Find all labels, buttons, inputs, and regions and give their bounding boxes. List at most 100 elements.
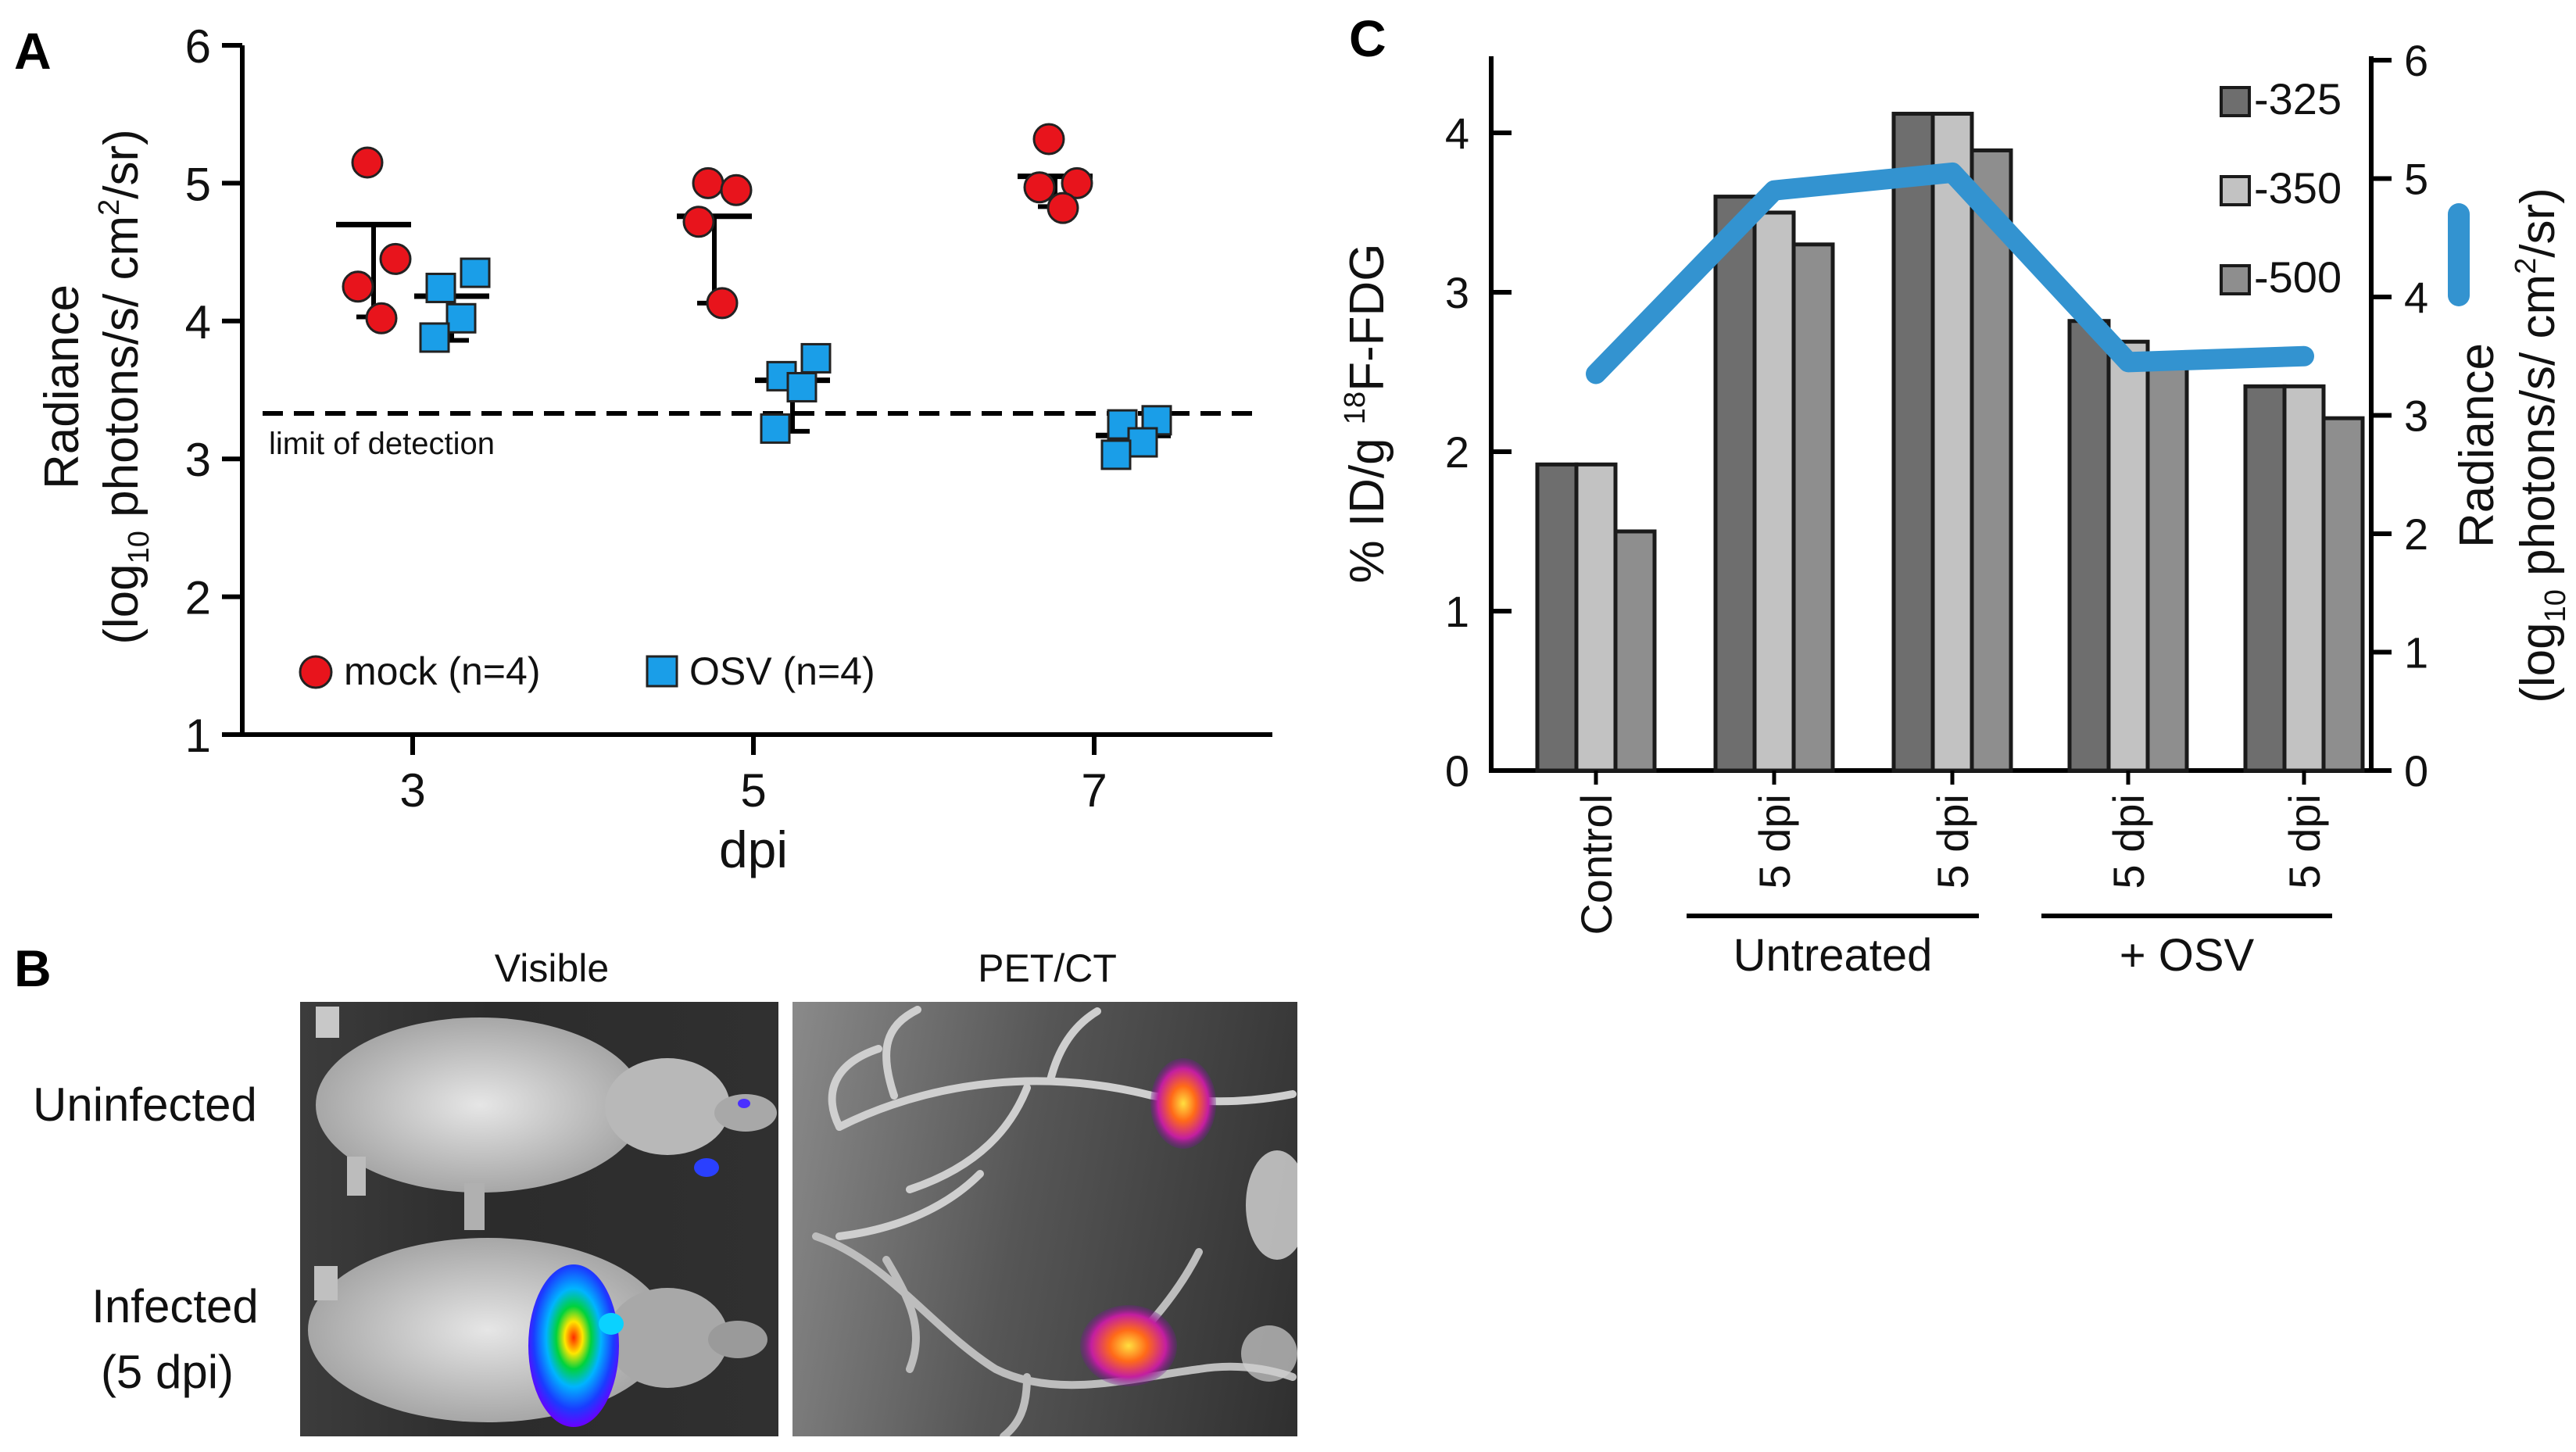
legend-swatch: [2220, 86, 2251, 117]
panel-c-left-tick-label: 0: [1445, 746, 1469, 796]
category-label: 5 dpi: [1928, 794, 1977, 889]
category-label: 5 dpi: [2104, 794, 2153, 889]
panel-c-right-tick-label: 3: [2404, 392, 2428, 441]
panel-c-right-tick-label: 4: [2404, 273, 2428, 322]
visible-image: [300, 1002, 778, 1436]
panel-c-y2-label-line1: Radiance: [2450, 343, 2504, 548]
mock-point: [720, 173, 753, 206]
osv-point: [760, 413, 791, 444]
category-label-group: Control: [1572, 794, 1621, 935]
mock-point: [692, 166, 724, 199]
panel-c-category-labels: Control 5 dpi 5 dpi 5 dpi 5 dpi: [1572, 771, 2329, 935]
osv-group-label: + OSV: [2120, 930, 2255, 981]
mock-point: [351, 146, 384, 179]
svg-text:% ID/g 18F-FDG: % ID/g 18F-FDG: [1339, 244, 1394, 584]
panel-c-left-ticks: 0 1 2 3 4: [1445, 109, 1512, 796]
pet-signal-infected: [1080, 1305, 1177, 1386]
panel-c-right-tick-label: 6: [2404, 36, 2428, 85]
bar-neg350: [1574, 462, 1618, 773]
radiance-line: [1586, 162, 2314, 384]
bar-neg500: [2145, 360, 2189, 773]
bar-neg350: [2282, 384, 2326, 773]
panel-a-y-tick-label: 5: [185, 158, 211, 210]
bar-neg500: [2321, 416, 2365, 773]
panel-a-y-tick-label: 3: [185, 434, 211, 486]
panel-a-y-label: Radiance (log10 photons/s/ cm2/sr): [35, 129, 156, 645]
column-label-visible: Visible: [495, 946, 609, 990]
panel-c-group-osv: + OSV: [2041, 914, 2332, 981]
row-label-infected: Infected: [91, 1280, 259, 1332]
mock-point: [1023, 171, 1056, 204]
osv-point: [419, 322, 450, 353]
panel-c-left-tick-label: 1: [1445, 587, 1469, 636]
bar-neg350: [1752, 210, 1796, 773]
panel-a-x-tick-label: 7: [1081, 764, 1107, 817]
category-label: 5 dpi: [1750, 794, 1799, 889]
legend-label: -350: [2254, 163, 2342, 213]
untreated-label: Untreated: [1733, 930, 1933, 981]
mouse-uninfected-visible: [316, 1007, 777, 1230]
skeleton-infected: [812, 1232, 1297, 1436]
panel-a-y-label-line1: Radiance: [35, 284, 89, 489]
legend-mock-marker: [299, 655, 333, 689]
bar-neg500: [1970, 148, 2013, 773]
panel-a-x-tick-label: 5: [740, 764, 766, 817]
panel-c-left-tick-label: 2: [1445, 427, 1469, 477]
panel-a-y-tick-label: 2: [185, 572, 211, 624]
panel-a-y-ticks: 1 2 3 4 5 6: [185, 20, 242, 762]
panel-c-right-tick-label: 1: [2404, 628, 2428, 678]
panel-c-left-tick-label: 3: [1445, 268, 1469, 317]
mock-point: [342, 270, 374, 303]
mock-point: [1061, 166, 1093, 199]
bar-neg350: [2106, 339, 2150, 773]
panel-c-legend: -325 -350 -500: [2220, 74, 2342, 302]
legend-swatch: [2220, 175, 2251, 206]
panel-c-right-tick-label: 5: [2404, 155, 2428, 204]
panel-b-label: B: [14, 939, 52, 997]
mock-point: [682, 206, 715, 238]
legend-osv-marker: [646, 655, 678, 688]
panel-a-legend: mock (n=4) OSV (n=4): [299, 649, 875, 693]
panel-a-y-label-line2: (log10 photons/s/ cm2/sr): [93, 129, 156, 645]
panel-a-axes: [240, 45, 1272, 737]
panel-a-x-tick-label: 3: [399, 764, 425, 817]
bar-neg325: [2243, 384, 2287, 773]
mock-point: [706, 287, 739, 320]
limit-of-detection-label: limit of detection: [269, 427, 495, 461]
panel-c-left-tick-label: 4: [1445, 109, 1469, 158]
panel-c-right-ticks: 0 1 2 3 4 5 6: [2371, 36, 2428, 796]
panel-c-group-untreated: Untreated: [1687, 914, 1979, 981]
panel-a-x-label: dpi: [719, 821, 788, 878]
mock-point: [365, 302, 398, 334]
osv-point: [786, 371, 818, 402]
legend-mock-label: mock (n=4): [344, 649, 540, 693]
osv-point: [425, 272, 456, 303]
column-label-petct: PET/CT: [978, 946, 1117, 990]
row-label-uninfected: Uninfected: [33, 1078, 257, 1131]
osv-point: [460, 257, 491, 288]
mock-point: [379, 242, 412, 275]
panel-c-y2-label-line2: (log10 photons/s/ cm2/sr): [2510, 188, 2572, 703]
category-label: 5 dpi: [2280, 794, 2329, 889]
legend-osv-label: OSV (n=4): [689, 649, 875, 693]
bar-neg325: [1713, 195, 1757, 773]
osv-point: [1100, 439, 1132, 470]
category-label-group: 5 dpi: [1750, 794, 1799, 889]
panel-c-label: C: [1349, 9, 1386, 67]
mock-point: [1046, 191, 1079, 224]
osv-point: [800, 342, 832, 374]
bar-neg500: [1791, 242, 1835, 773]
panel-c-right-tick-label: 0: [2404, 746, 2428, 796]
panel-a-y-tick-label: 4: [185, 296, 211, 349]
row-label-infected-time: (5 dpi): [101, 1346, 234, 1398]
legend-label: -325: [2254, 74, 2342, 123]
pet-signal-uninfected: [1150, 1058, 1216, 1149]
mouse-infected-visible: [308, 1238, 767, 1427]
panel-c-right-tick-label: 2: [2404, 510, 2428, 559]
osv-point: [445, 302, 477, 334]
bar-neg325: [1535, 462, 1579, 773]
petct-image: [792, 1002, 1297, 1436]
mock-point: [1032, 123, 1065, 156]
bar-neg325: [1891, 112, 1935, 773]
panel-c-y-label: % ID/g 18F-FDG: [1339, 244, 1394, 584]
